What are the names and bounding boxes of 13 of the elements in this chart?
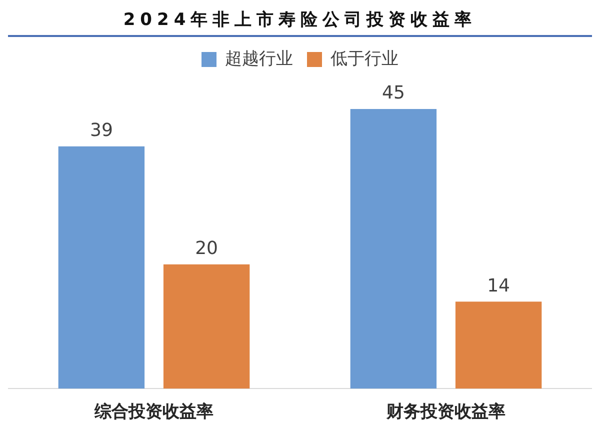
bar xyxy=(455,302,542,389)
legend-label: 低于行业 xyxy=(330,48,398,69)
bar xyxy=(163,264,250,389)
legend-label: 超越行业 xyxy=(225,48,293,69)
data-label: 20 xyxy=(195,238,218,260)
chart-title: 2024年非上市寿险公司投资收益率 xyxy=(8,8,592,37)
data-label: 14 xyxy=(487,275,510,296)
data-label: 45 xyxy=(382,82,405,104)
bar xyxy=(58,146,145,389)
x-tick-label: 综合投资收益率 xyxy=(94,402,214,422)
data-label: 39 xyxy=(90,120,113,142)
bar xyxy=(350,109,437,389)
x-tick-label: 财务投资收益率 xyxy=(386,402,506,422)
